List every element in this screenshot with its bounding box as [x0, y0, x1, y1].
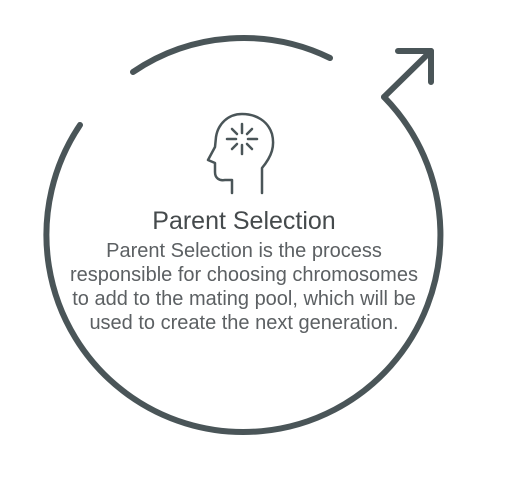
circular-arrow-icon: [43, 35, 444, 435]
diagram-description: Parent Selection is the process responsi…: [70, 240, 418, 334]
diagram-text-block: Parent Selection Parent Selection is the…: [69, 204, 419, 335]
head-with-idea-icon: [206, 112, 275, 195]
diagram-title: Parent Selection: [152, 207, 336, 235]
